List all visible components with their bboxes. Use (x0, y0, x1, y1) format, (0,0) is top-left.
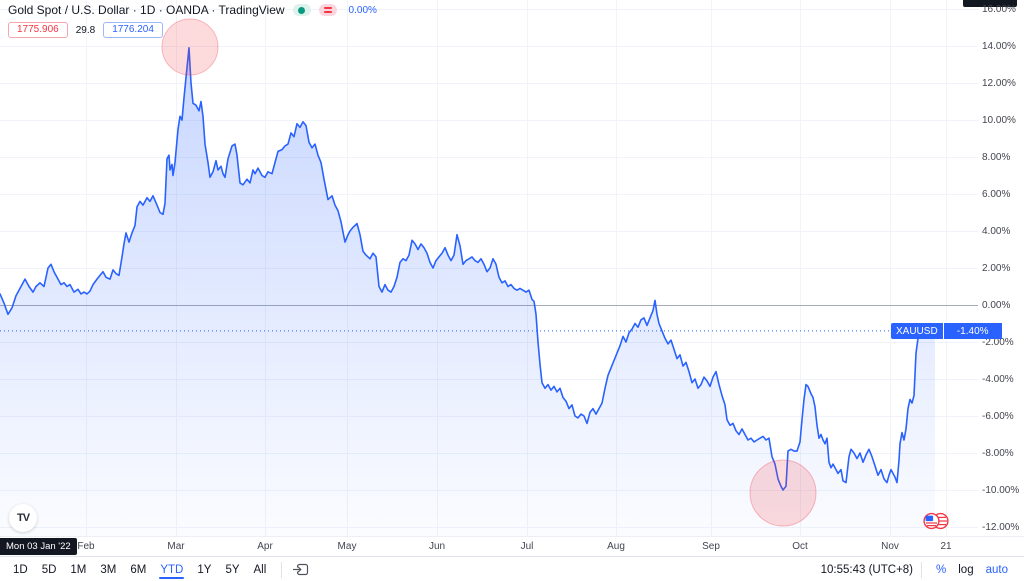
y-tick-label: 16.00% (982, 4, 1016, 15)
bottom-toolbar: 1D 5D 1M 3M 6M YTD 1Y 5Y All 10:55:43 (UTC+8) % … (0, 556, 1024, 581)
x-tick-label: Feb (77, 541, 95, 552)
x-tick-label: May (337, 541, 357, 552)
y-tick-label: -12.00% (982, 522, 1020, 533)
range-button-1m[interactable]: 1M (70, 563, 87, 576)
y-tick-label: -8.00% (982, 448, 1014, 459)
range-button-1y[interactable]: 1Y (197, 563, 212, 576)
ticker-name: XAUUSD (891, 323, 943, 339)
spread-value: 29.8 (75, 24, 96, 36)
x-tick-label: Jul (520, 541, 534, 552)
go-to-date-button[interactable] (290, 561, 312, 579)
log-scale-toggle[interactable]: log (958, 563, 974, 576)
price-line-series (0, 46, 936, 491)
session-clock[interactable]: 10:55:43 (UTC+8) (820, 563, 914, 576)
y-tick-label: 14.00% (982, 41, 1016, 52)
bid-price-badge[interactable]: 1775.906 (8, 22, 68, 38)
y-tick-label: 2.00% (982, 263, 1011, 274)
date-range-switcher: 1D 5D 1M 3M 6M YTD 1Y 5Y All (6, 561, 273, 579)
price-area-fill (0, 47, 935, 536)
auto-scale-toggle[interactable]: auto (985, 563, 1008, 576)
time-axis[interactable]: Feb Mar Apr May Jun Jul Aug Sep Oct Nov 21 Mon 03 … (0, 536, 1024, 557)
symbol-title[interactable]: Gold Spot / U.S. Dollar · 1D · OANDA · T… (8, 3, 285, 17)
highlight-circle-annotation[interactable] (161, 18, 219, 76)
tradingview-logo[interactable]: TV (9, 504, 37, 532)
range-button-5y[interactable]: 5Y (225, 563, 240, 576)
crosshair-date-flag: Mon 03 Jan '22 (0, 538, 77, 555)
range-button-3m[interactable]: 3M (100, 563, 117, 576)
market-status-icon[interactable] (292, 4, 311, 16)
price-axis[interactable]: 16.00% 14.00% 12.00% 10.00% 8.00% 6.00% 4.00% 2… (963, 0, 1024, 553)
x-tick-label: Mar (167, 541, 185, 552)
range-button-1d[interactable]: 1D (13, 563, 28, 576)
y-tick-label: 6.00% (982, 189, 1011, 200)
chart-plot-area[interactable]: Gold Spot / U.S. Dollar · 1D · OANDA · T… (0, 0, 979, 536)
percent-scale-toggle[interactable]: % (936, 563, 947, 576)
toolbar-divider (921, 561, 923, 578)
y-tick-label: -6.00% (982, 411, 1014, 422)
ticker-change-value: -1.40% (943, 323, 1002, 339)
x-tick-label: Apr (257, 541, 273, 552)
y-tick-label: 0.00% (982, 300, 1011, 311)
range-button-all[interactable]: All (253, 563, 267, 576)
x-tick-label: 21 (940, 541, 952, 552)
y-tick-label: 12.00% (982, 78, 1016, 89)
y-tick-label: 8.00% (982, 152, 1011, 163)
y-tick-label: -4.00% (982, 374, 1014, 385)
y-tick-label: 4.00% (982, 226, 1011, 237)
price-chart-canvas[interactable] (0, 0, 978, 536)
crosshair-price-flag (963, 0, 1017, 7)
ask-price-badge[interactable]: 1776.204 (103, 22, 163, 38)
economic-events-icon[interactable] (921, 512, 951, 530)
range-button-ytd[interactable]: YTD (153, 561, 190, 579)
x-tick-label: Aug (607, 541, 625, 552)
highlight-circle-annotation[interactable] (749, 459, 817, 527)
y-tick-label: -2.00% (982, 337, 1014, 348)
range-button-6m[interactable]: 6M (130, 563, 147, 576)
toolbar-divider (281, 561, 283, 578)
range-button-5d[interactable]: 5D (41, 563, 57, 576)
market-open-dot-icon (298, 6, 306, 14)
x-tick-label: Oct (792, 541, 808, 552)
data-mode-icon[interactable] (318, 4, 337, 16)
last-price-label: XAUUSD -1.40% (891, 323, 1002, 339)
y-tick-label: -10.00% (982, 485, 1020, 496)
chart-legend: Gold Spot / U.S. Dollar · 1D · OANDA · T… (8, 3, 377, 38)
change-readout: 0.00% (348, 4, 377, 16)
x-tick-label: Jun (428, 541, 446, 552)
x-tick-label: Sep (702, 541, 720, 552)
x-tick-label: Nov (881, 541, 899, 552)
y-tick-label: 10.00% (982, 115, 1016, 126)
